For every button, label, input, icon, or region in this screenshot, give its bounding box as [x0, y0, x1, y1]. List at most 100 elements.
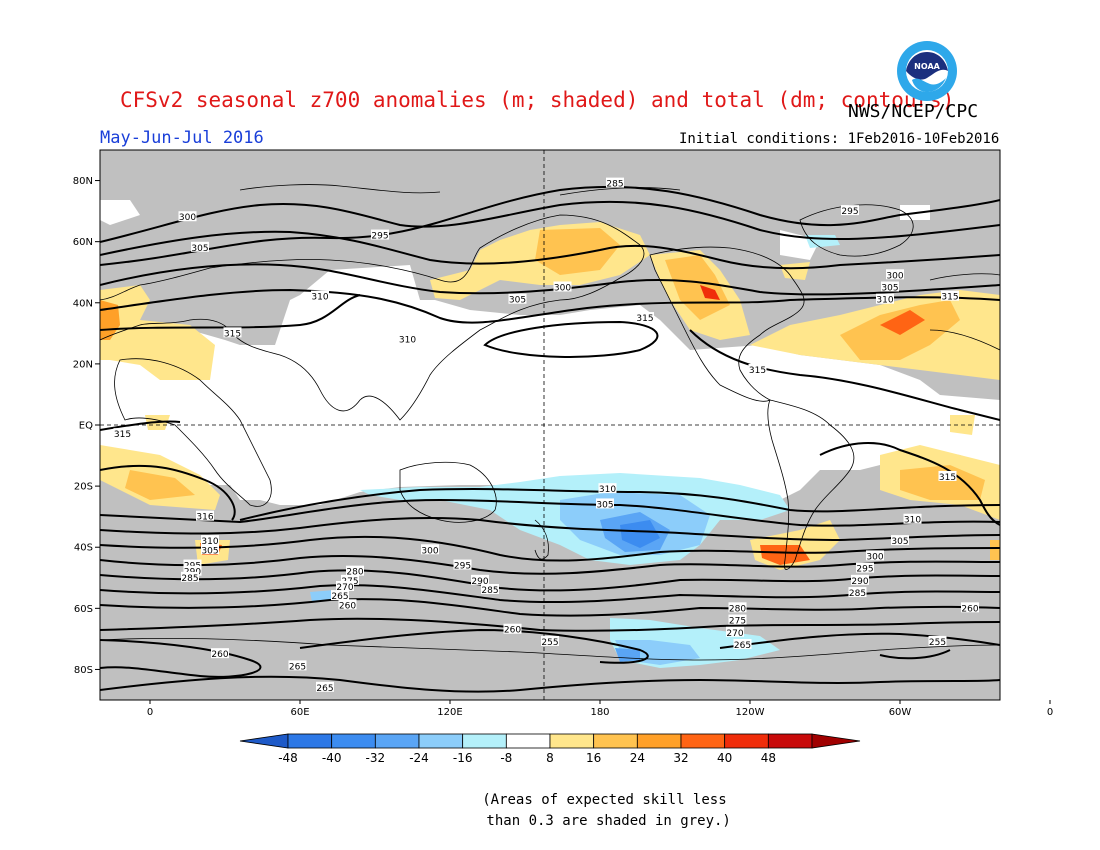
- contour-label-bg: [938, 470, 957, 481]
- contour-label: 265: [734, 641, 751, 651]
- contour-label-bg: [201, 535, 219, 546]
- colorbar-tick-label: -24: [409, 751, 429, 765]
- contour-label-bg: [1001, 407, 1019, 417]
- contour-label: 270: [726, 629, 743, 639]
- agency-label: NWS/NCEP/CPC: [848, 101, 979, 122]
- contour-label: 305: [881, 284, 898, 294]
- colorbar-segment: [680, 733, 726, 749]
- coastlines: [100, 184, 1000, 661]
- colorbar-low-arrow: [239, 733, 289, 749]
- contour-labels: 2852953003052953003053103103153153153003…: [113, 177, 1019, 694]
- contour-label: 300: [421, 546, 438, 556]
- contour-label: 305: [201, 546, 218, 556]
- contour-label-bg: [183, 559, 202, 570]
- latitude-axis: 80N 60N 40N 20N EQ 20S 40S 60S 80S: [73, 176, 100, 676]
- contour-label-bg: [598, 483, 617, 494]
- colorbar-tick-label: 16: [586, 751, 601, 765]
- contour-label-bg: [856, 562, 874, 573]
- contour-label-bg: [841, 205, 859, 216]
- contour-label-bg: [851, 574, 869, 585]
- contour-label: 270: [336, 583, 353, 593]
- contour-label: 280: [346, 568, 363, 578]
- contour-label: 305: [596, 500, 613, 510]
- contour-label: 260: [211, 650, 228, 660]
- map-title: CFSv2 seasonal z700 anomalies (m; shaded…: [120, 88, 955, 112]
- contour-label-bg: [346, 565, 364, 576]
- contour-label: 315: [939, 473, 956, 483]
- contour-label: 260: [504, 626, 521, 636]
- logo-lettering: NOAA: [914, 62, 940, 71]
- lat-label: 40S: [74, 543, 93, 554]
- contour-label: 280: [729, 604, 746, 614]
- contour-label: 305: [509, 296, 526, 306]
- contour-label-bg: [903, 513, 922, 524]
- colorbar-segment: [331, 733, 376, 749]
- contour-label-bg: [928, 635, 947, 646]
- contour-label: 315: [224, 329, 241, 339]
- contour-label-bg: [726, 626, 744, 637]
- contour-label-bg: [596, 498, 614, 509]
- contour-label-bg: [848, 587, 867, 598]
- colorbar-tick-label: -48: [278, 751, 298, 765]
- contour-label-bg: [606, 177, 624, 188]
- contour-label: 260: [339, 601, 356, 611]
- contour-label-bg: [471, 574, 489, 585]
- near-zero-anomaly-region: [100, 200, 1000, 505]
- contour-label-bg: [508, 293, 527, 304]
- initial-conditions: Initial conditions: 1Feb2016-10Feb2016: [679, 131, 1000, 147]
- contour-label: 260: [961, 604, 978, 614]
- contour-label: 310: [599, 485, 616, 495]
- contour-label-bg: [331, 590, 349, 601]
- lon-label: 120W: [736, 707, 765, 718]
- contour-label-bg: [636, 312, 654, 323]
- contour-label: 310: [876, 296, 893, 306]
- longitude-axis: 0 60E 120E 180 120W 60W 0: [147, 700, 1053, 718]
- contour-label-bg: [223, 327, 242, 338]
- colorbar-segment: [418, 733, 464, 749]
- contour-label-bg: [181, 571, 199, 582]
- lon-label: 0: [1047, 707, 1053, 718]
- contour-label-bg: [453, 559, 472, 570]
- colorbar-segment: [767, 733, 813, 749]
- contour-label: 295: [371, 232, 388, 242]
- contour-label: 290: [851, 577, 868, 587]
- contour-label-bg: [196, 510, 214, 521]
- contour-label: 316: [196, 513, 213, 523]
- contour-label-bg: [728, 602, 747, 613]
- colorbar-tick-label: 24: [630, 751, 645, 765]
- contour-label-bg: [733, 639, 752, 649]
- lat-label: 80S: [74, 665, 93, 676]
- lon-label: 120E: [437, 707, 462, 718]
- contour-label: 265: [316, 684, 333, 694]
- contour-label: 315: [749, 366, 766, 376]
- contour-label-bg: [201, 544, 219, 555]
- noaa-logo: NOAA: [897, 41, 957, 101]
- contour-label-bg: [881, 281, 899, 292]
- contour-label: 265: [289, 662, 306, 672]
- contour-label-bg: [886, 269, 904, 280]
- contour-label-bg: [728, 614, 747, 625]
- contour-label-bg: [311, 290, 329, 301]
- contour-label-bg: [316, 681, 334, 692]
- colorbar-segment: [462, 733, 507, 749]
- contour-label-bg: [748, 364, 767, 374]
- lon-label: 60W: [889, 707, 912, 718]
- contour-label-bg: [961, 602, 979, 613]
- lat-label: 20N: [73, 359, 93, 370]
- contour-label: 255: [541, 638, 558, 648]
- positive-anomaly-region: [100, 222, 1000, 570]
- lat-label: 60N: [73, 237, 93, 248]
- colorbar-segment: [549, 733, 595, 749]
- lat-label: 80N: [73, 176, 93, 187]
- contour-label: 300: [554, 284, 571, 294]
- contour-label-bg: [553, 281, 572, 292]
- contour-label-bg: [288, 660, 307, 671]
- contour-label: 310: [904, 516, 921, 526]
- colorbar-tick-label: -8: [500, 751, 512, 765]
- contour-label: 315: [636, 314, 653, 324]
- contour-label-bg: [191, 241, 209, 252]
- contour-label-bg: [421, 544, 439, 555]
- colorbar-tick-label: -40: [322, 751, 342, 765]
- contour-label: 315: [114, 430, 131, 440]
- contour-label: 305: [891, 537, 908, 547]
